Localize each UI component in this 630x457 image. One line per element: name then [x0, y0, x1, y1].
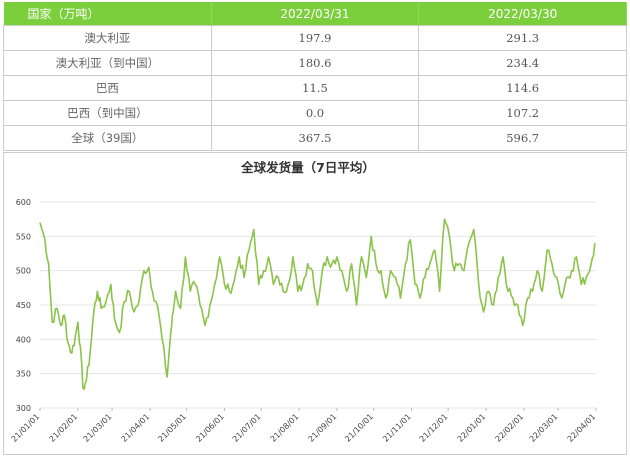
y-tick-label: 350 — [16, 370, 31, 379]
header-date-1: 2022/03/31 — [211, 2, 420, 26]
row-value-1: 197.9 — [210, 25, 420, 51]
x-tick-label: 21/10/01 — [343, 412, 375, 444]
row-value-1: 11.5 — [210, 75, 420, 101]
x-tick-label: 21/09/01 — [307, 412, 339, 444]
header-date-2: 2022/03/30 — [418, 2, 627, 26]
row-value-2: 114.6 — [418, 75, 627, 101]
y-tick-label: 500 — [16, 267, 31, 276]
x-tick-label: 21/08/01 — [269, 412, 301, 444]
x-tick-label: 21/03/01 — [82, 412, 114, 444]
series-line — [39, 218, 596, 391]
row-label: 巴西（到中国） — [3, 100, 212, 126]
shipment-line-chart: 全球发货量（7日平均） 300 350 400 450 500 550 600 21/01/01… — [10, 160, 598, 444]
x-tick-label: 22/01/01 — [456, 412, 488, 444]
y-tick-label: 400 — [16, 335, 31, 344]
table-header-row: 国家（万吨） 2022/03/31 2022/03/30 — [3, 2, 627, 26]
chart-title: 全球发货量（7日平均） — [240, 160, 375, 175]
row-label: 澳大利亚（到中国） — [3, 50, 212, 76]
x-tick-label: 21/06/01 — [194, 412, 226, 444]
chart-panel: 全球发货量（7日平均） 300 350 400 450 500 550 600 21/01/01… — [3, 152, 627, 455]
y-tick-label: 550 — [16, 232, 31, 241]
row-value-2: 291.3 — [418, 25, 627, 51]
row-value-2: 596.7 — [418, 125, 627, 151]
row-label: 澳大利亚 — [3, 25, 212, 51]
row-label: 巴西 — [3, 75, 212, 101]
row-value-1: 367.5 — [210, 125, 420, 151]
table-row: 澳大利亚（到中国） 180.6 234.4 — [3, 50, 627, 76]
header-country: 国家（万吨） — [3, 2, 212, 26]
row-value-2: 107.2 — [418, 100, 627, 126]
x-tick-label: 21/01/01 — [10, 412, 42, 444]
x-tick-label: 22/02/01 — [494, 412, 526, 444]
row-value-2: 234.4 — [418, 50, 627, 76]
x-tick-label: 21/07/01 — [231, 412, 263, 444]
x-tick-label: 21/12/01 — [418, 412, 450, 444]
row-value-1: 0.0 — [210, 100, 420, 126]
x-tick-label: 21/04/01 — [120, 412, 152, 444]
x-tick-label: 21/02/01 — [48, 412, 80, 444]
table-row: 全球（39国） 367.5 596.7 — [3, 125, 627, 151]
table-row: 澳大利亚 197.9 291.3 — [3, 25, 627, 51]
y-tick-label: 300 — [16, 404, 31, 413]
x-tick-label: 21/05/01 — [156, 412, 188, 444]
y-tick-label: 450 — [16, 301, 31, 310]
x-tick-label: 22/04/01 — [566, 412, 598, 444]
row-value-1: 180.6 — [210, 50, 420, 76]
x-tick-label: 21/11/01 — [381, 412, 413, 444]
stats-table: 国家（万吨） 2022/03/31 2022/03/30 澳大利亚 197.9 … — [3, 2, 627, 151]
y-tick-label: 600 — [16, 198, 31, 207]
table-row: 巴西 11.5 114.6 — [3, 75, 627, 101]
row-label: 全球（39国） — [3, 125, 212, 151]
table-row: 巴西（到中国） 0.0 107.2 — [3, 100, 627, 126]
x-tick-label: 22/03/01 — [528, 412, 560, 444]
